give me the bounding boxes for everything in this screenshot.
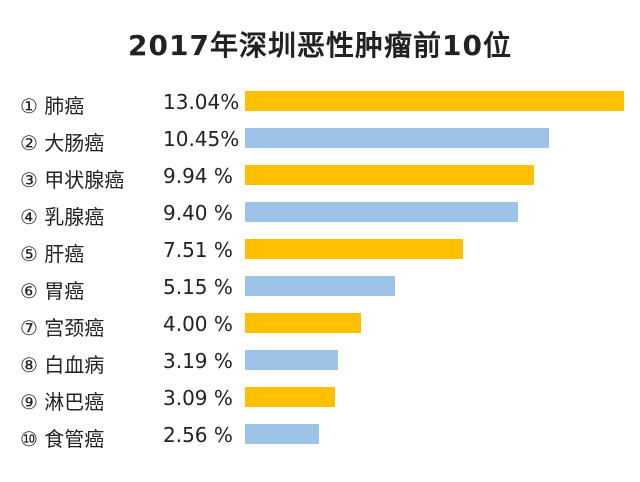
bar <box>245 239 463 259</box>
chart-row: ⑥ 胃癌 5.15 % <box>0 268 640 305</box>
bar <box>245 387 335 407</box>
chart-row: ③ 甲状腺癌 9.94 % <box>0 157 640 194</box>
value-label: 9.94 % <box>163 164 233 188</box>
value-label: 5.15 % <box>163 275 233 299</box>
chart-row: ① 肺癌 13.04% <box>0 83 640 120</box>
value-label: 3.19 % <box>163 349 233 373</box>
category-label: ⑦ 宫颈癌 <box>20 316 105 340</box>
bar <box>245 128 549 148</box>
value-label: 7.51 % <box>163 238 233 262</box>
chart-title: 2017年深圳恶性肿瘤前10位 <box>128 29 512 62</box>
chart-row: ② 大肠癌 10.45% <box>0 120 640 157</box>
category-label: ④ 乳腺癌 <box>20 205 105 229</box>
category-label: ② 大肠癌 <box>20 131 105 155</box>
value-label: 9.40 % <box>163 201 233 225</box>
category-label: ⑧ 白血病 <box>20 353 105 377</box>
chart-row: ⑤ 肝癌 7.51 % <box>0 231 640 268</box>
chart-row: ⑧ 白血病 3.19 % <box>0 342 640 379</box>
bar <box>245 202 518 222</box>
category-label: ⑤ 肝癌 <box>20 242 85 266</box>
bar <box>245 276 395 296</box>
value-label: 4.00 % <box>163 312 233 336</box>
category-label: ⑨ 淋巴癌 <box>20 390 105 414</box>
value-label: 10.45% <box>163 127 240 151</box>
bar-rows: ① 肺癌 13.04% ② 大肠癌 10.45% ③ 甲状腺癌 9.94 % ④ 乳腺癌 9.… <box>0 83 640 453</box>
category-label: ⑩ 食管癌 <box>20 427 105 451</box>
chart-row: ⑨ 淋巴癌 3.09 % <box>0 379 640 416</box>
bar <box>245 165 534 185</box>
value-label: 2.56 % <box>163 423 233 447</box>
value-label: 3.09 % <box>163 386 233 410</box>
category-label: ③ 甲状腺癌 <box>20 168 125 192</box>
chart-row: ④ 乳腺癌 9.40 % <box>0 194 640 231</box>
chart-row: ⑩ 食管癌 2.56 % <box>0 416 640 453</box>
category-label: ① 肺癌 <box>20 94 85 118</box>
bar <box>245 350 338 370</box>
bar <box>245 424 319 444</box>
chart-row: ⑦ 宫颈癌 4.00 % <box>0 305 640 342</box>
bar <box>245 91 624 111</box>
value-label: 13.04% <box>163 90 240 114</box>
category-label: ⑥ 胃癌 <box>20 279 85 303</box>
bar <box>245 313 361 333</box>
